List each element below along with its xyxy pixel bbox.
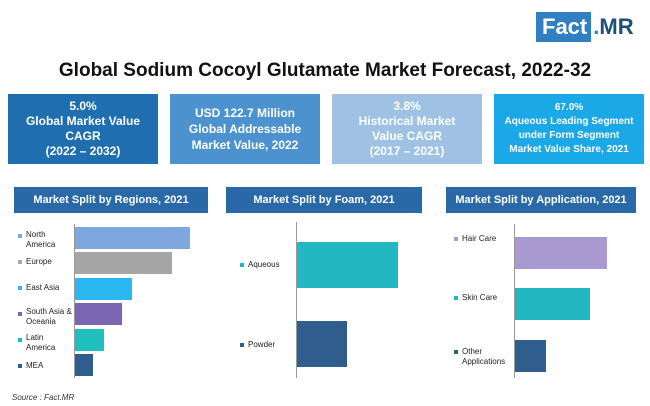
source-note: Source : Fact.MR <box>12 393 75 402</box>
regions-legend-marker <box>18 312 22 316</box>
kpi-2-line-3: Market Value, 2022 <box>191 138 299 152</box>
foam-bar-aqueous <box>297 242 398 288</box>
kpi-3-line-4: (2017 – 2021) <box>369 144 445 158</box>
regions-bar-east-asia <box>75 278 133 300</box>
regions-legend-marker <box>18 286 22 290</box>
regions-label-north-america: North America <box>26 230 56 249</box>
application-bar-hair-care <box>515 237 607 269</box>
kpi-2-line-1: USD 122.7 Million <box>194 106 296 120</box>
foam-bar-powder <box>297 321 347 367</box>
regions-legend-marker <box>18 338 22 342</box>
regions-bar-mea <box>75 354 93 376</box>
kpi-box-cagr: 5.0% Global Market Value CAGR (2022 – 20… <box>8 94 158 164</box>
kpi-1-line-3: CAGR <box>65 129 101 143</box>
foam-legend-marker <box>240 263 244 267</box>
regions-legend-marker <box>18 260 22 264</box>
kpi-1-line-1: 5.0% <box>69 99 97 113</box>
kpi-4-line-1: 67.0% <box>554 102 584 113</box>
kpi-3-line-2: Historical Market <box>358 114 456 128</box>
foam-label-powder: Powder <box>248 340 276 349</box>
kpi-3-line-3: Value CAGR <box>371 129 443 143</box>
kpi-4-line-2: Aqueous Leading Segment <box>504 116 634 127</box>
kpi-1-line-4: (2022 – 2032) <box>45 144 121 158</box>
kpi-2-line-2: Global Addressable <box>188 122 302 136</box>
kpi-4-line-4: Market Value Share, 2021 <box>509 144 629 155</box>
application-axis <box>514 224 515 378</box>
logo-fact-text: Fact <box>536 12 592 42</box>
application-label-skin-care: Skin Care <box>462 293 498 302</box>
application-legend-marker <box>454 350 458 354</box>
chart-header-foam: Market Split by Foam, 2021 <box>226 187 422 213</box>
foam-legend-marker <box>240 343 244 347</box>
regions-label-mea: MEA <box>26 361 44 370</box>
kpi-3-line-1: 3.8% <box>393 99 421 113</box>
application-label-other-applications: Other Applications <box>462 347 506 366</box>
regions-label-latin-america: Latin America <box>26 333 56 352</box>
chart-header-regions: Market Split by Regions, 2021 <box>14 187 208 213</box>
application-bar-skin-care <box>515 288 591 320</box>
application-legend-marker <box>454 237 458 241</box>
regions-bar-south-asia-oceania <box>75 303 122 325</box>
chart-header-application: Market Split by Application, 2021 <box>446 187 636 213</box>
regions-bar-europe <box>75 252 172 274</box>
kpi-1-line-2: Global Market Value <box>25 114 141 128</box>
regions-bar-latin-america <box>75 329 104 351</box>
page-title: Global Sodium Cocoyl Glutamate Market Fo… <box>58 60 592 81</box>
regions-legend-marker <box>18 364 22 368</box>
kpi-4-line-3: under Form Segment <box>518 130 620 141</box>
logo-dot: . <box>593 14 600 39</box>
kpi-box-market-value: USD 122.7 Million Global Addressable Mar… <box>170 94 320 164</box>
regions-label-east-asia: East Asia <box>26 283 60 292</box>
application-legend-marker <box>454 296 458 300</box>
factmr-logo: Fact .MR <box>536 12 634 42</box>
regions-label-south-asia-oceania: South Asia & Oceania <box>26 307 72 326</box>
kpi-box-aqueous-share: 67.0% Aqueous Leading Segment under Form… <box>494 94 644 164</box>
foam-axis <box>296 222 297 378</box>
logo-mr: MR <box>599 14 634 39</box>
kpi-box-historical-cagr: 3.8% Historical Market Value CAGR (2017 … <box>332 94 482 164</box>
foam-label-aqueous: Aqueous <box>248 260 280 269</box>
regions-bar-north-america <box>75 227 190 249</box>
regions-legend-marker <box>18 234 22 238</box>
regions-axis <box>74 224 75 378</box>
logo-mr-text: .MR <box>591 12 633 42</box>
application-bar-other-applications <box>515 340 546 372</box>
regions-label-europe: Europe <box>26 257 52 266</box>
application-label-hair-care: Hair Care <box>462 234 497 243</box>
